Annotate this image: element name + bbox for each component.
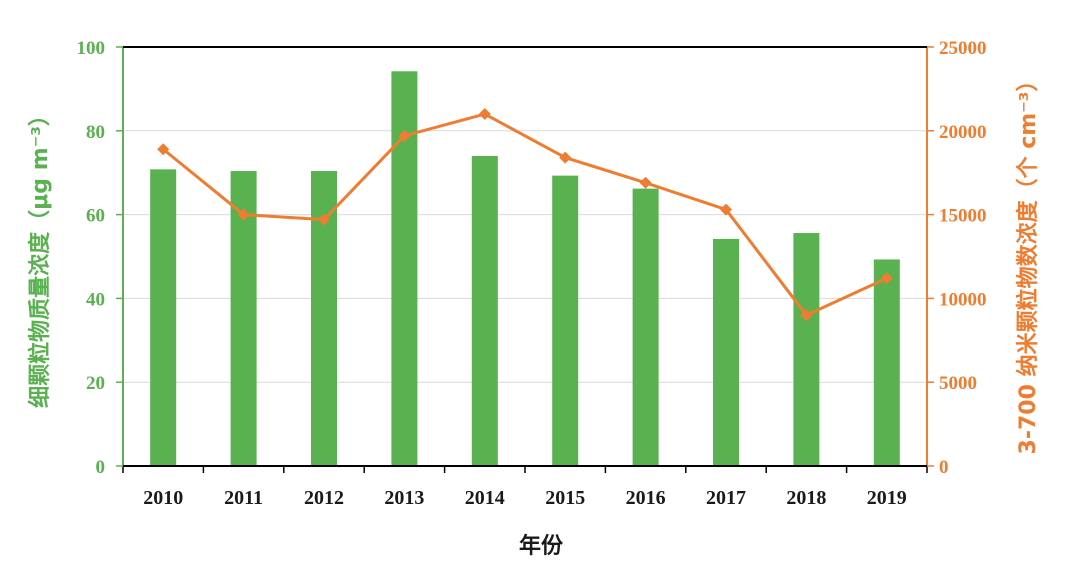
y-tick-label-left: 0 — [96, 457, 106, 478]
line-point-2013 — [398, 129, 411, 142]
x-tick-label: 2015 — [545, 487, 585, 509]
y-tick-label-right: 20000 — [939, 122, 987, 143]
bar-2014 — [471, 155, 498, 466]
bar-2018 — [793, 233, 820, 466]
line-point-2012 — [318, 213, 330, 226]
y-tick-label-right: 25000 — [939, 38, 987, 59]
line-point-2011 — [237, 208, 250, 221]
x-axis-title: 年份 — [519, 533, 564, 559]
line-point-2014 — [478, 108, 491, 121]
x-tick-label: 2012 — [304, 487, 344, 509]
line-point-2017 — [720, 203, 732, 216]
y-tick-label-left: 60 — [86, 206, 105, 227]
bar-2015 — [552, 175, 579, 466]
bar-2017 — [713, 238, 739, 466]
x-tick-label: 2018 — [786, 487, 826, 509]
line-point-2018 — [800, 309, 813, 322]
bar-2010 — [150, 169, 177, 466]
bar-2016 — [632, 188, 659, 466]
x-tick-label: 2019 — [867, 487, 907, 509]
x-tick-label: 2016 — [626, 487, 666, 509]
line-series — [162, 112, 888, 317]
y-tick-label-left: 40 — [86, 289, 105, 310]
line-point-2010 — [157, 143, 170, 156]
y-axis-title-left: 细颗粒物质量浓度（μg m⁻³） — [27, 104, 53, 408]
y-tick-label-right: 10000 — [939, 289, 987, 310]
y-tick-label-right: 5000 — [939, 373, 977, 394]
x-tick-label: 2010 — [143, 487, 183, 509]
line-point-2019 — [880, 272, 893, 285]
line-point-2016 — [639, 176, 652, 189]
x-tick-label: 2011 — [224, 487, 263, 509]
x-tick-label: 2013 — [384, 487, 424, 509]
y-axis-title-right: 3-700 纳米颗粒物数浓度（个 cm⁻³） — [1015, 70, 1041, 455]
bar-2019 — [873, 259, 900, 466]
y-tick-label-left: 20 — [86, 373, 105, 394]
x-tick-label: 2017 — [706, 487, 746, 509]
line-point-2015 — [559, 151, 572, 164]
x-tick-label: 2014 — [465, 487, 505, 509]
y-tick-label-left: 80 — [86, 122, 105, 143]
y-tick-label-right: 15000 — [939, 206, 987, 227]
y-tick-label-left: 100 — [77, 38, 106, 59]
y-tick-label-right: 0 — [939, 457, 949, 478]
